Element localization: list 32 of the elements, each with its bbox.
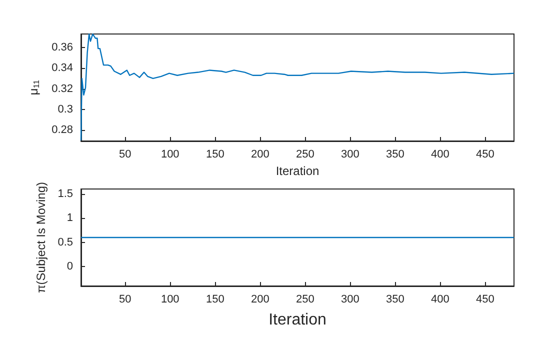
y-tick-label: 0.32: [52, 82, 73, 95]
y-axis-title: μ11: [26, 79, 42, 96]
y-axis-title: π(Subject Is Moving): [34, 182, 48, 293]
x-tick-label: 250: [296, 148, 314, 160]
y-tick-label: 1.5: [58, 188, 73, 200]
y-tick-label: 0.34: [52, 62, 73, 74]
x-tick-label: 400: [431, 148, 450, 160]
y-tick-label: 0.3: [58, 103, 73, 116]
y-tick-label: 0.5: [58, 236, 73, 248]
x-tick-label: 300: [340, 294, 360, 306]
x-tick-label: 350: [386, 294, 404, 306]
x-tick-label: 200: [250, 294, 270, 306]
x-axis-title: Iteration: [268, 312, 326, 328]
x-axis-title: Iteration: [276, 164, 320, 178]
x-tick-label: 150: [206, 148, 224, 160]
x-tick-label: 450: [476, 148, 494, 160]
y-tick-label: 0.36: [52, 42, 73, 54]
y-tick-label: 0: [66, 260, 73, 273]
x-tick-label: 400: [431, 294, 450, 306]
x-tick-label: 50: [118, 148, 132, 160]
x-tick-label: 100: [160, 148, 180, 160]
x-tick-label: 450: [476, 294, 494, 306]
x-tick-label: 300: [340, 148, 360, 160]
x-tick-label: 200: [250, 148, 270, 160]
x-tick-label: 50: [118, 294, 132, 306]
y-tick-label: 0.28: [52, 124, 73, 136]
line-series: [80, 34, 515, 141]
x-tick-label: 100: [160, 294, 180, 306]
x-tick-label: 350: [386, 148, 404, 160]
x-tick-label: 150: [206, 294, 224, 306]
y-tick-label: 1: [66, 212, 73, 224]
x-tick-label: 250: [296, 294, 314, 306]
